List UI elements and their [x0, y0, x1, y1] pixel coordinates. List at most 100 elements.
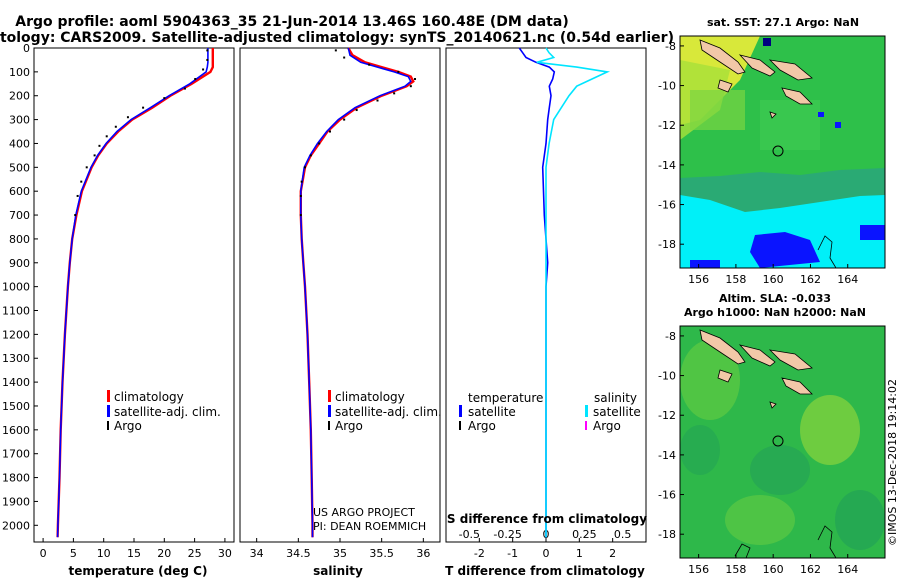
sst-island-2: [738, 54, 776, 77]
argo-point: [329, 130, 331, 133]
depth-tick-label: 0: [23, 42, 30, 55]
legend-label-sal-satellite: satellite: [593, 405, 641, 419]
sst-reef-contour: [817, 235, 837, 268]
map-y-tick-label: -10: [658, 370, 676, 383]
argo-point: [343, 118, 346, 121]
depth-tick-label: 1000: [2, 281, 30, 294]
argo-point: [299, 214, 302, 217]
map-x-tick-label: 160: [763, 563, 784, 576]
temperature-legend: climatology satellite-adj. clim. Argo: [107, 390, 221, 433]
argo-point: [76, 194, 79, 197]
project-credit-line1: US ARGO PROJECT: [313, 506, 415, 519]
legend-label-satellite-adj: satellite-adj. clim.: [114, 405, 221, 419]
sla-patch-light-3: [725, 495, 795, 545]
sla-patch-light-2: [680, 340, 740, 420]
map-y-tick-label: -8: [665, 330, 676, 343]
depth-tick-label: 900: [9, 257, 30, 270]
map-y-tick-label: -14: [658, 159, 676, 172]
argo-point: [368, 63, 371, 66]
x2-tick-label: -0.5: [459, 528, 480, 541]
figure-title-line2: Climatology: CARS2009. Satellite-adjuste…: [0, 30, 674, 46]
argo-point: [300, 180, 303, 183]
sst-navy-cell: [763, 38, 771, 46]
series-line-1: [299, 47, 412, 538]
x-tick-label: 36: [416, 547, 430, 560]
depth-tick-label: 1500: [2, 400, 30, 413]
sst-island-3: [768, 59, 813, 81]
depth-tick-label: 1900: [2, 495, 30, 508]
difference-legend: temperature satellite Argo salinity sate…: [459, 391, 641, 433]
x-tick-label: 35.5: [369, 547, 394, 560]
map-x-tick-label: 162: [800, 273, 821, 286]
x-tick-label: 34.5: [286, 547, 311, 560]
map-y-tick-label: -14: [658, 449, 676, 462]
argo-point: [105, 135, 108, 138]
difference-series: [518, 47, 611, 538]
sla-reef-contour-2: [734, 543, 751, 558]
map-x-tick-label: 158: [725, 273, 746, 286]
sla-map-title-line1: Altim. SLA: -0.033: [719, 292, 831, 305]
sst-band-cyan: [680, 195, 885, 268]
sst-blue-patch-left: [690, 260, 720, 268]
argo-point: [304, 166, 306, 169]
legend-swatch-argo: [328, 421, 330, 430]
temperature-series: [56, 48, 215, 538]
legend-label-climatology: climatology: [114, 390, 184, 404]
salinity-legend: climatology satellite-adj. clim. Argo: [328, 390, 442, 433]
x-tick-label: 10: [97, 547, 111, 560]
argo-point: [98, 144, 101, 147]
sla-patch-light-1: [800, 395, 860, 465]
depth-tick-label: 700: [9, 209, 30, 222]
legend-swatch-climatology: [107, 390, 110, 402]
depth-tick-label: 1700: [2, 448, 30, 461]
legend-label-temp-argo: Argo: [468, 419, 496, 433]
map-y-tick-label: -10: [658, 80, 676, 93]
sla-reef-contour-1: [817, 525, 837, 558]
argo-point: [343, 56, 346, 59]
sla-island-3: [768, 349, 813, 371]
argo-point: [114, 125, 117, 128]
depth-tick-label: 1800: [2, 472, 30, 485]
argo-point: [163, 97, 166, 100]
sst-blue-speck-2: [835, 122, 841, 128]
argo-point: [299, 194, 302, 197]
legend-swatch-satellite-adj: [328, 405, 331, 417]
sst-map-ticks: 156 158 160 162 164 -8 -10 -12 -14 -16 -18: [658, 40, 858, 286]
depth-tick-label: 1300: [2, 352, 30, 365]
salinity-panel-frame: [239, 47, 441, 543]
legend-label-sal-argo: Argo: [593, 419, 621, 433]
argo-point: [183, 87, 186, 90]
depth-tick-label: 500: [9, 161, 30, 174]
legend-label-argo: Argo: [335, 419, 363, 433]
temperature-axis-label: temperature (deg C): [69, 564, 208, 578]
figure-title-line1: Argo profile: aoml 5904363_35 21-Jun-201…: [15, 14, 568, 30]
sla-map-ticks: 156 158 160 162 164 -8 -10 -12 -14 -16 -18: [658, 330, 858, 576]
x-tick-label: 34: [250, 547, 264, 560]
sst-island-1: [699, 39, 746, 75]
x-tick-label: 5: [70, 547, 77, 560]
depth-tick-label: 1600: [2, 424, 30, 437]
argo-point: [414, 78, 416, 81]
sst-blue-speck-1: [818, 112, 824, 117]
argo-point: [355, 109, 358, 112]
sla-map-title-line2: Argo h1000: NaN h2000: NaN: [684, 306, 866, 319]
x-tick-label: -2: [474, 547, 485, 560]
salinity-axis-label: salinity: [313, 564, 363, 578]
argo-point: [334, 49, 337, 52]
depth-tick-label: 1200: [2, 328, 30, 341]
argo-point: [80, 180, 83, 183]
argo-point: [142, 106, 145, 109]
map-y-tick-label: -16: [658, 489, 676, 502]
sla-patch-dark-1: [750, 445, 810, 495]
x-tick-label: 0: [543, 547, 550, 560]
series-line-1: [56, 48, 209, 538]
argo-point: [393, 92, 396, 95]
legend-swatch-sal-satellite: [585, 405, 588, 417]
x-tick-label: 2: [609, 547, 616, 560]
map-x-tick-label: 160: [763, 273, 784, 286]
depth-axis-ticks: 0 100 200 300 400 500 600 700 800 900 1000 1100 1200…: [2, 42, 38, 532]
map-y-tick-label: -8: [665, 40, 676, 53]
legend-label-climatology: climatology: [335, 390, 405, 404]
x-tick-label: 30: [218, 547, 232, 560]
argo-point: [202, 68, 205, 71]
